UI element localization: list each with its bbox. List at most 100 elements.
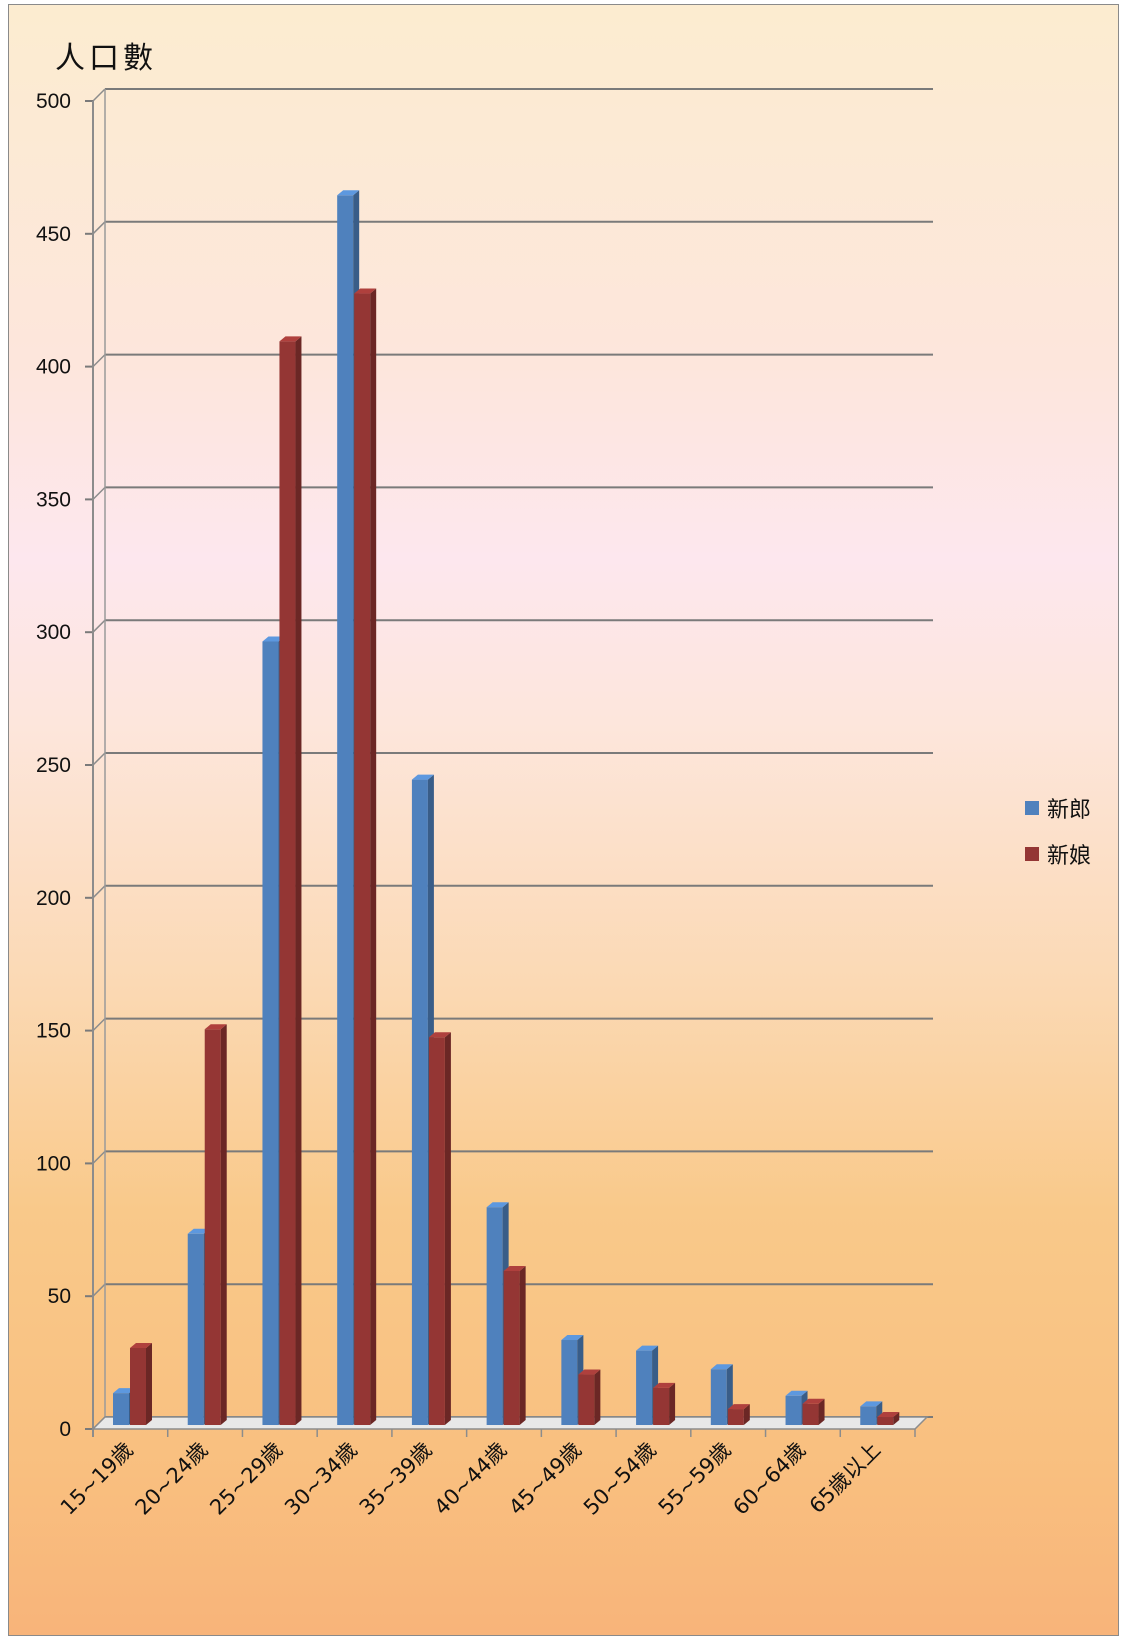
y-axis-ticks: 0 50 100 150 200 250 300 350 400 450 500 bbox=[36, 90, 71, 1441]
x-tick-label: 45~49歲 bbox=[504, 1438, 586, 1520]
x-tick-label: 15~19歲 bbox=[56, 1438, 138, 1520]
x-tick-label: 35~39歲 bbox=[355, 1438, 437, 1520]
gridline-depth bbox=[92, 752, 106, 766]
bar-top bbox=[113, 1388, 135, 1394]
bar-top bbox=[561, 1335, 584, 1341]
bar-front bbox=[653, 1387, 670, 1425]
legend: 新郎 新娘 bbox=[1025, 785, 1091, 877]
bar-front bbox=[354, 293, 371, 1426]
x-tick-label: 65歲以上 bbox=[805, 1438, 885, 1518]
bar-top bbox=[337, 190, 360, 196]
bar-top bbox=[785, 1390, 808, 1396]
x-tick-label: 60~64歲 bbox=[728, 1438, 810, 1520]
bar-side bbox=[594, 1369, 601, 1425]
x-tick-label: 55~59歲 bbox=[654, 1438, 736, 1520]
bar-front bbox=[785, 1395, 802, 1425]
bar-top bbox=[428, 1032, 451, 1038]
bar-top bbox=[653, 1382, 676, 1388]
bar-front bbox=[561, 1340, 578, 1425]
y-tick-label: 400 bbox=[36, 356, 71, 379]
bar-top bbox=[727, 1404, 750, 1410]
y-tick-label: 500 bbox=[36, 90, 71, 113]
gridline-depth bbox=[92, 486, 106, 500]
x-tick-label: 30~34歲 bbox=[280, 1438, 362, 1520]
y-tick-label: 100 bbox=[36, 1152, 71, 1175]
bar-side bbox=[743, 1404, 750, 1425]
legend-item: 新娘 bbox=[1025, 831, 1091, 877]
bar-front bbox=[486, 1207, 503, 1425]
gridline-depth bbox=[92, 885, 106, 899]
gridline-depth bbox=[92, 88, 106, 102]
bar-front bbox=[860, 1406, 877, 1425]
bar-front bbox=[187, 1233, 204, 1425]
x-tick-label: 25~29歲 bbox=[205, 1438, 287, 1520]
y-tick-label: 0 bbox=[59, 1418, 71, 1441]
bar-top bbox=[636, 1345, 659, 1351]
y-tick-label: 200 bbox=[36, 887, 71, 910]
legend-label: 新娘 bbox=[1047, 844, 1092, 869]
bar-side bbox=[220, 1024, 227, 1425]
y-tick-label: 50 bbox=[48, 1285, 71, 1308]
bar-front bbox=[727, 1409, 744, 1425]
bar-top bbox=[411, 774, 434, 780]
bar-side bbox=[295, 336, 302, 1425]
bar-top bbox=[187, 1228, 210, 1234]
bar-top bbox=[486, 1202, 509, 1208]
x-tick-label: 50~54歲 bbox=[579, 1438, 661, 1520]
bars bbox=[113, 190, 900, 1426]
bar-side bbox=[669, 1382, 676, 1425]
bar-front bbox=[262, 641, 279, 1425]
legend-label: 新郎 bbox=[1047, 798, 1092, 823]
x-axis-ticks: 15~19歲20~24歲25~29歲30~34歲35~39歲40~44歲45~4… bbox=[56, 1438, 885, 1520]
bar-front bbox=[130, 1347, 146, 1425]
legend-swatch bbox=[1025, 801, 1039, 815]
bar-side bbox=[893, 1412, 900, 1425]
bar-front bbox=[578, 1374, 595, 1425]
bar-top bbox=[578, 1369, 601, 1375]
bar-front bbox=[337, 195, 354, 1426]
bar-front bbox=[503, 1270, 520, 1425]
bar-front bbox=[113, 1393, 129, 1425]
bar-top bbox=[860, 1401, 883, 1407]
gridline-depth bbox=[92, 1150, 106, 1164]
chart-title: 人口數 bbox=[55, 41, 157, 76]
gridline-depth bbox=[92, 221, 106, 235]
bar-top bbox=[262, 636, 285, 642]
chart-plot-area: 0 50 100 150 200 250 300 350 400 450 500 15~19歲20~… bbox=[36, 88, 933, 1520]
bar-top bbox=[503, 1265, 526, 1271]
gridline-depth bbox=[92, 1018, 106, 1032]
legend-swatch bbox=[1025, 847, 1039, 861]
bar-front bbox=[710, 1369, 727, 1425]
y-tick-label: 450 bbox=[36, 223, 71, 246]
legend-item: 新郎 bbox=[1025, 785, 1091, 831]
y-tick-label: 350 bbox=[36, 488, 71, 511]
bar-top bbox=[204, 1024, 227, 1030]
bar-side bbox=[370, 288, 377, 1426]
bar-side bbox=[818, 1398, 825, 1425]
y-tick-label: 300 bbox=[36, 621, 71, 644]
bar-top bbox=[802, 1398, 825, 1404]
gridline-depth bbox=[92, 354, 106, 368]
bar-top bbox=[279, 336, 302, 342]
y-tick-label: 150 bbox=[36, 1020, 71, 1043]
chart-frame: 人口數 0 50 100 150 200 250 300 350 400 450 500 15~19… bbox=[8, 4, 1119, 1636]
y-tick-label: 250 bbox=[36, 754, 71, 777]
bar-front bbox=[802, 1403, 819, 1425]
bar-front bbox=[411, 779, 428, 1425]
gridline-depth bbox=[92, 1283, 106, 1297]
x-tick-label: 40~44歲 bbox=[429, 1438, 511, 1520]
bar-front bbox=[428, 1037, 445, 1425]
bar-side bbox=[146, 1342, 152, 1425]
bar-front bbox=[877, 1417, 894, 1425]
x-tick-label: 20~24歲 bbox=[131, 1438, 213, 1520]
bar-side bbox=[444, 1032, 451, 1425]
bar-top bbox=[710, 1364, 733, 1370]
bar-front bbox=[204, 1029, 221, 1425]
bar-top bbox=[130, 1342, 152, 1348]
bar-front bbox=[279, 341, 296, 1425]
bar-front bbox=[636, 1350, 653, 1425]
gridline-depth bbox=[92, 619, 106, 633]
bar-side bbox=[519, 1265, 526, 1425]
bar-top bbox=[877, 1412, 900, 1418]
bar-top bbox=[354, 288, 377, 294]
